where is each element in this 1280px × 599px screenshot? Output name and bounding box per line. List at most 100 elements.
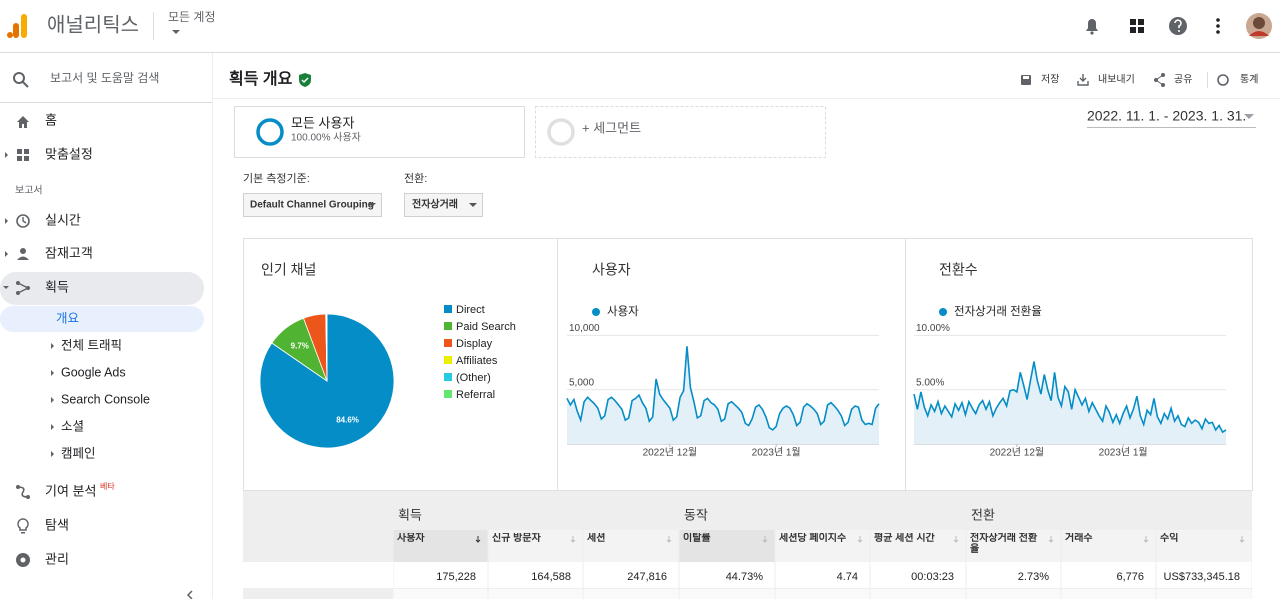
account-selector[interactable]: 모든 계정 xyxy=(168,10,216,24)
date-range[interactable]: 2022. 11. 1. - 2023. 1. 31. xyxy=(1087,108,1246,124)
chart-title: 인기 채널 xyxy=(261,262,316,278)
sort-icon[interactable] xyxy=(762,536,768,543)
toolbar-action[interactable]: 통계 xyxy=(1240,74,1258,86)
nav-subitem[interactable]: Search Console xyxy=(61,392,150,406)
legend-swatch xyxy=(444,339,452,347)
date-dropdown[interactable] xyxy=(1244,114,1254,119)
table-cell-empty xyxy=(1061,589,1156,599)
column-header[interactable] xyxy=(679,530,775,562)
active-group-bg xyxy=(0,272,204,305)
nav-item[interactable]: 관리 xyxy=(45,551,69,566)
column-header-label: 수익 xyxy=(1160,533,1179,544)
column-header[interactable] xyxy=(488,530,583,562)
sort-icon[interactable] xyxy=(953,536,959,543)
x-tick-label: 2023년 1월 xyxy=(752,447,801,459)
add-segment-card[interactable] xyxy=(535,106,826,158)
dimension-select[interactable] xyxy=(243,193,382,217)
column-header[interactable] xyxy=(1061,530,1156,562)
table-cell xyxy=(966,562,1061,588)
chart-title: 전환수 xyxy=(939,262,978,278)
verified-icon xyxy=(299,73,311,87)
page-title: 획득 개요 xyxy=(229,69,293,88)
nav-item[interactable]: 실시간 xyxy=(45,212,81,227)
table-cell-empty xyxy=(1156,589,1252,599)
column-header-text: 사용자 xyxy=(397,533,425,544)
sort-icon[interactable] xyxy=(475,536,481,543)
nav-item[interactable]: 맞춤설정 xyxy=(45,146,93,161)
segment-ring xyxy=(256,118,284,146)
top-bar xyxy=(0,0,1280,52)
table-cell-empty xyxy=(679,589,775,599)
more-icon[interactable] xyxy=(1216,18,1220,34)
search-icon[interactable] xyxy=(13,72,29,88)
nav-item[interactable]: 잠재고객 xyxy=(45,245,93,260)
dropdown-arrow[interactable] xyxy=(172,30,180,34)
toolbar-action[interactable]: 저장 xyxy=(1041,74,1059,86)
segment-detail: 100.00% 사용자 xyxy=(291,132,361,144)
column-header-label: 세션 xyxy=(587,533,605,544)
sort-icon[interactable] xyxy=(1143,536,1149,543)
toolbar-action[interactable]: 공유 xyxy=(1174,74,1192,86)
apps-icon[interactable] xyxy=(1130,19,1144,33)
column-header-label: 사용자 xyxy=(397,533,425,544)
nav-subitem[interactable]: Google Ads xyxy=(61,365,126,379)
nav-subitem[interactable]: 개요 xyxy=(56,311,79,325)
conversion-value: 전자상거래 xyxy=(412,198,458,211)
nav-item[interactable]: 탐색 xyxy=(45,517,69,532)
nav-subitem[interactable]: 소셜 xyxy=(61,419,84,433)
table-cell xyxy=(775,562,870,588)
select-arrow xyxy=(469,203,477,207)
column-header[interactable] xyxy=(966,530,1061,562)
legend-label: 사용자 xyxy=(607,305,639,318)
toolbar-action[interactable]: 내보내기 xyxy=(1098,74,1135,86)
sort-icon[interactable] xyxy=(666,536,672,543)
legend-swatch xyxy=(444,305,452,313)
avatar[interactable] xyxy=(1246,13,1272,39)
nav-subitem[interactable]: 캠페인 xyxy=(61,446,96,460)
legend-swatch xyxy=(444,373,452,381)
column-header-text: 이탈률 xyxy=(683,533,711,544)
table-cell xyxy=(583,562,679,588)
table-cell xyxy=(679,562,775,588)
legend-label: Paid Search xyxy=(456,321,516,333)
add-segment[interactable]: + 세그먼트 xyxy=(582,120,641,135)
conversion-select[interactable] xyxy=(404,193,483,217)
collapse-button[interactable] xyxy=(186,590,193,599)
segment-card[interactable] xyxy=(234,106,525,158)
nav-subitem[interactable]: 전체 트래픽 xyxy=(61,338,122,352)
sidebar-icons xyxy=(16,116,30,567)
column-header[interactable] xyxy=(1156,530,1252,562)
add-segment-ring xyxy=(547,118,575,146)
chart-panel xyxy=(243,238,1253,491)
sort-icon[interactable] xyxy=(1048,536,1054,543)
logo xyxy=(7,14,27,38)
column-header-text: 수익 xyxy=(1160,533,1179,544)
table-cell xyxy=(1156,562,1252,588)
column-group: 전환 xyxy=(971,507,995,522)
sort-icon[interactable] xyxy=(570,536,576,543)
expand-arrows[interactable] xyxy=(3,152,54,457)
nav-item[interactable]: 기여 분석 xyxy=(45,483,96,498)
y-tick-label: 5,000 xyxy=(569,377,594,388)
column-header[interactable] xyxy=(775,530,870,562)
help-icon[interactable] xyxy=(1169,17,1187,35)
table-value: 247,816 xyxy=(627,571,667,583)
nav-item[interactable]: 획득 xyxy=(45,279,69,294)
table-value: 6,776 xyxy=(1116,571,1144,583)
column-header[interactable] xyxy=(870,530,966,562)
table-cell xyxy=(488,562,583,588)
sort-icon[interactable] xyxy=(1239,536,1245,543)
column-header-text: 세션당 페이지수 xyxy=(779,533,847,544)
column-header[interactable] xyxy=(583,530,679,562)
nav-item[interactable]: 홈 xyxy=(45,112,57,127)
slice-label: 84.6% xyxy=(336,415,359,424)
chart-title: 사용자 xyxy=(592,262,631,278)
table-value: 175,228 xyxy=(436,571,476,583)
notifications-icon[interactable] xyxy=(1086,19,1098,35)
column-header[interactable] xyxy=(393,530,488,562)
legend-label: Direct xyxy=(456,304,485,316)
column-header-label: 세션당 페이지수 xyxy=(779,533,847,544)
sort-icon[interactable] xyxy=(857,536,863,543)
search-box[interactable]: 보고서 및 도움말 검색 xyxy=(50,71,159,85)
